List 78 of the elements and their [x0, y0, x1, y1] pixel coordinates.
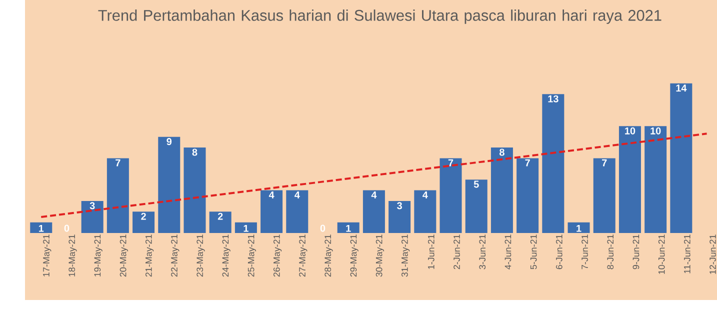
- x-tick-label: 18-May-21: [68, 234, 77, 276]
- x-tick-label: 7-Jun-21: [582, 234, 588, 270]
- data-label: 3: [397, 202, 402, 210]
- data-label: 7: [525, 159, 530, 166]
- bar: [440, 158, 462, 233]
- x-tick-label: 20-May-21: [120, 234, 128, 277]
- x-tick-label: 23-May-21: [196, 234, 205, 277]
- data-label: 0: [64, 224, 70, 232]
- x-tick-label: 29-May-21: [350, 234, 358, 277]
- data-label: 2: [218, 212, 223, 220]
- data-label: 8: [192, 148, 198, 156]
- bar: [362, 190, 385, 233]
- x-tick-label: 30-May-21: [376, 234, 384, 277]
- bar: [132, 212, 155, 233]
- x-tick-label: 21-May-21: [145, 234, 154, 277]
- x-tick-label: 8-Jun-21: [607, 234, 614, 270]
- bar: [260, 190, 283, 233]
- x-tick-label: 19-May-21: [94, 234, 102, 276]
- x-tick-label: 12-Jun-21: [710, 234, 716, 274]
- bar: [618, 126, 641, 233]
- data-label: 14: [676, 84, 687, 92]
- x-tick-label: 4-Jun-21: [504, 234, 512, 270]
- data-label: 7: [116, 159, 120, 166]
- x-tick-label: 22-May-21: [171, 234, 180, 277]
- data-label: 1: [576, 224, 582, 232]
- data-label: 1: [38, 224, 44, 232]
- bar: [593, 158, 616, 233]
- data-label: 10: [625, 127, 636, 134]
- data-label: 1: [244, 224, 248, 232]
- x-tick-label: 26-May-21: [273, 234, 282, 277]
- bar: [465, 180, 488, 233]
- x-tick-label: 2-Jun-21: [454, 234, 460, 270]
- bar: [414, 190, 436, 233]
- x-tick-label: 25-May-21: [248, 234, 256, 277]
- data-label: 0: [320, 224, 326, 232]
- data-label: 13: [548, 95, 558, 102]
- chart-title: Trend Pertambahan Kasus harian di Sulawesi Utara pasca liburan hari raya 2021: [98, 10, 662, 24]
- bar: [516, 158, 539, 233]
- bar: [388, 200, 411, 233]
- bar: [184, 148, 206, 233]
- bar: [542, 94, 564, 233]
- data-label: 4: [294, 191, 300, 198]
- bar: [490, 148, 513, 233]
- x-tick-label: 3-Jun-21: [479, 234, 486, 270]
- data-label: 7: [602, 159, 607, 166]
- x-tick-label: 28-May-21: [324, 234, 333, 277]
- x-tick-label: 5-Jun-21: [530, 234, 537, 270]
- x-tick-label: 9-Jun-21: [632, 234, 640, 270]
- x-tick-label: 27-May-21: [299, 234, 308, 277]
- bar: [568, 222, 590, 233]
- data-label: 3: [90, 202, 95, 210]
- x-tick-label: 1-Jun-21: [428, 234, 434, 269]
- x-tick-label: 10-Jun-21: [658, 234, 665, 274]
- bar: [209, 212, 232, 233]
- x-tick-label: 31-May-21: [401, 234, 410, 277]
- bar: [234, 222, 257, 233]
- data-label: 5: [474, 180, 479, 188]
- x-tick-label: 17-May-21: [43, 234, 52, 276]
- bar: [81, 200, 104, 233]
- data-label: 2: [141, 212, 146, 220]
- data-label: 7: [448, 159, 454, 166]
- x-tick-label: 6-Jun-21: [556, 234, 562, 270]
- bar: [644, 126, 667, 233]
- data-label: 4: [371, 191, 377, 198]
- data-label: 4: [268, 191, 274, 198]
- bar: [286, 190, 308, 233]
- data-label: 4: [422, 191, 428, 198]
- data-label: 10: [650, 127, 661, 134]
- bar: [106, 158, 129, 233]
- bar: [337, 222, 360, 233]
- bar: [158, 136, 180, 233]
- bar: [30, 222, 52, 233]
- bar: [670, 83, 692, 233]
- x-tick-label: 24-May-21: [222, 234, 230, 277]
- data-label: 1: [346, 224, 351, 232]
- data-label: 8: [500, 148, 504, 156]
- data-label: 9: [166, 138, 172, 146]
- x-tick-label: 11-Jun-21: [684, 234, 690, 274]
